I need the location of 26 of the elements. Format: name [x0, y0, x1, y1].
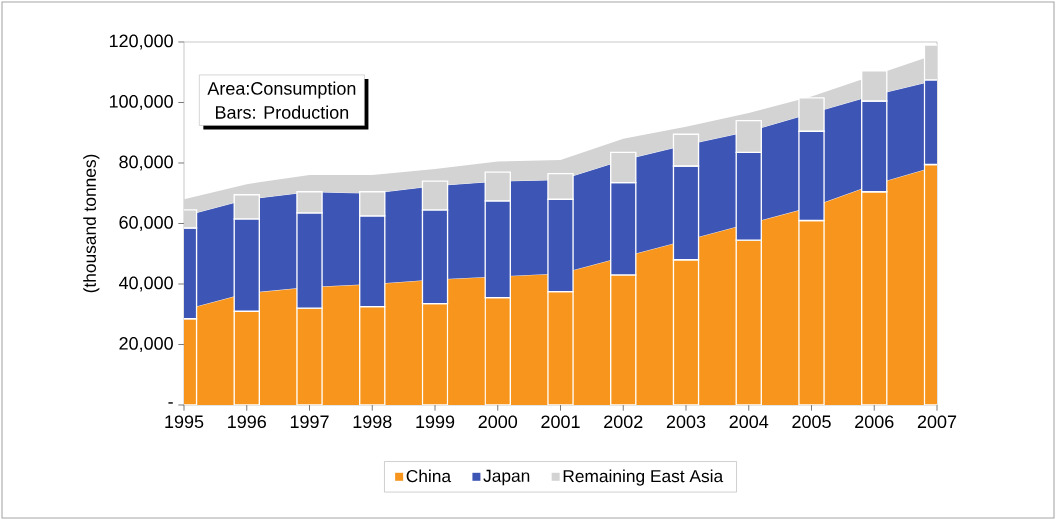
- x-tick-label: 2001: [541, 415, 580, 429]
- x-tick-label: 2003: [666, 415, 706, 429]
- x-tick-label: 2007: [917, 415, 957, 429]
- y-tick-label: 100,000: [109, 95, 173, 110]
- x-tick-label: 1997: [290, 415, 329, 429]
- x-tick-label: 1999: [416, 415, 455, 429]
- y-tick-label: 120,000: [109, 34, 173, 50]
- annotation: Bars: Production: [216, 105, 349, 119]
- x-tick-label: 2002: [604, 415, 643, 429]
- legend-label: Japan: [483, 469, 530, 486]
- y-tick-label: 40,000: [118, 276, 173, 292]
- legend-label: Remaining East Asia: [563, 469, 724, 486]
- x-tick-label: 1996: [228, 415, 266, 429]
- x-tick-label: 2006: [855, 415, 894, 429]
- x-tick-label: 2000: [478, 415, 518, 429]
- y-tick-label: 80,000: [119, 155, 173, 171]
- legend-label: China: [406, 469, 452, 483]
- x-tick-label: 2004: [729, 415, 769, 429]
- annotation: Area:Consumption: [207, 81, 356, 99]
- y-tick-label: 60,000: [119, 216, 173, 231]
- x-tick-label: 1995: [165, 415, 204, 429]
- y-tick-label: -: [168, 402, 173, 404]
- y-tick-label: 20,000: [119, 337, 173, 352]
- y-axis-title: (thousand tonnes): [83, 154, 100, 293]
- x-tick-label: 2005: [792, 415, 831, 429]
- x-tick-label: 1998: [353, 415, 392, 429]
